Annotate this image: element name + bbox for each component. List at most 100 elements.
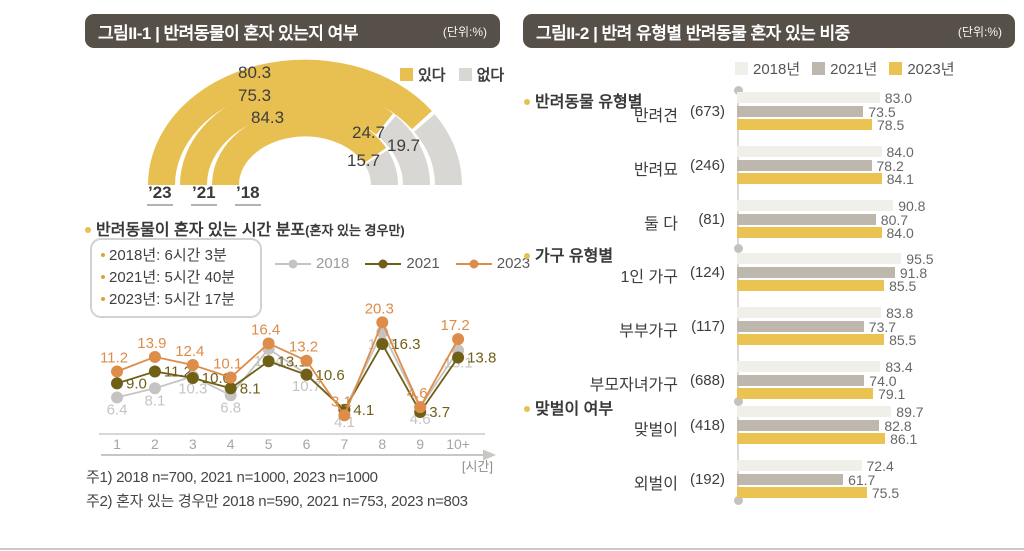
donut-legend-yes-label: 있다 (418, 67, 446, 84)
point-2021-5 (262, 355, 275, 368)
point-label-2018-2: 8.1 (144, 392, 165, 409)
bar-2021년: 73.7 (737, 319, 896, 335)
point-2023-10+ (452, 333, 465, 346)
bar-value: 82.8 (884, 417, 912, 434)
line-legend-2021: 2021 (365, 255, 440, 272)
line-legend-2023-label: 2023 (496, 255, 531, 272)
bar-2023년: 86.1 (737, 431, 917, 447)
point-2021-2 (148, 365, 161, 378)
bar-value: 83.4 (885, 359, 913, 375)
bar-legend-2023-label: 2023년 (907, 61, 955, 78)
swatch-2021-icon (812, 62, 826, 75)
x-tick-label: 4 (227, 436, 235, 452)
point-label-2018-3: 10.3 (178, 380, 207, 397)
x-tick-label: 7 (341, 436, 349, 452)
axis-dot-icon (733, 496, 743, 505)
point-2023-1 (111, 365, 123, 378)
x-tick-label: 3 (189, 436, 197, 452)
donut-arc-yes-1 (180, 84, 393, 186)
avg-line-2018: 2018년: 6시간 3분 (101, 245, 254, 267)
donut-value-no-18: 15.7 (347, 151, 381, 170)
point-icon (469, 259, 479, 268)
donut-year-18: ’18 (235, 183, 261, 206)
row-n-count: (117) (691, 318, 725, 335)
avg-line-2021: 2021년: 5시간 40분 (101, 267, 254, 289)
bar-2018년: 89.7 (737, 404, 924, 420)
donut-arc-yes-0 (148, 59, 432, 186)
point-label-2018-4: 6.8 (220, 399, 241, 416)
line-marker-icon (275, 259, 311, 268)
footnote-1: 주1) 2018 n=700, 2021 n=1000, 2023 n=1000 (86, 469, 378, 486)
bullet-icon (85, 227, 91, 233)
point-2021-1 (111, 377, 123, 390)
line-legend-2021-label: 2021 (406, 255, 440, 272)
bar-row-둘 다: 둘 다 (81) 90.8 80.7 84.0 (523, 198, 1015, 241)
figure-2-header: 그림II-2 | 반려 유형별 반려동물 혼자 있는 비중 (단위:%) (523, 14, 1015, 48)
figure-1-panel: 그림II-1 | 반려동물이 혼자 있는지 여부 (단위:%) 있다 없다 80… (85, 14, 530, 544)
bar-2018년: 83.0 (737, 90, 912, 106)
donut-legend-no: 없다 (458, 64, 505, 85)
avg-line-2023: 2023년: 5시간 17분 (101, 289, 254, 311)
bar-value: 83.0 (884, 90, 913, 106)
bar-2021년: 80.7 (737, 212, 908, 228)
donut-legend: 있다 없다 (400, 64, 504, 85)
point-label-2023-8: 20.3 (365, 302, 394, 317)
bar-2021년: 73.5 (737, 104, 896, 120)
point-icon (288, 259, 298, 268)
bar-2018년: 90.8 (737, 198, 925, 214)
average-time-box: 2018년: 6시간 3분 2021년: 5시간 40분 2023년: 5시간 … (90, 238, 262, 318)
point-2023-7 (338, 409, 351, 422)
donut-year-21: ’21 (191, 183, 217, 206)
point-2021-4 (224, 382, 237, 395)
point-label-2021-1: 9.0 (126, 375, 147, 392)
bar-value: 72.4 (866, 458, 894, 474)
no-swatch-icon (458, 68, 472, 81)
swatch-2023-icon (889, 62, 903, 75)
footnote-2: 주2) 혼자 있는 경우만 2018 n=590, 2021 n=753, 20… (86, 493, 468, 510)
row-label: 맞벌이 (633, 422, 678, 439)
point-label-2023-3: 12.4 (175, 343, 204, 360)
row-label: 부모자녀가구 (589, 377, 678, 394)
alone-share-bar-chart: 반려동물 유형별 반려견 (673) 83.0 73.5 78.5 반려묘 (246) 84.0… (523, 14, 1015, 544)
donut-legend-no-label: 없다 (476, 67, 505, 84)
bar-value: 84.0 (886, 225, 914, 241)
section-title-2: 맞벌이 여부 (524, 395, 613, 419)
bar-value: 95.5 (906, 251, 934, 267)
point-label-2021-4: 8.1 (240, 380, 261, 397)
section-title-1: 가구 유형별 (524, 242, 613, 266)
bar-value: 80.7 (880, 211, 909, 228)
yes-swatch-icon (400, 68, 413, 81)
x-tick-label: 9 (416, 436, 424, 452)
donut-arc-no-1 (377, 115, 430, 186)
x-tick-label: 8 (378, 436, 386, 452)
bar-value: 86.1 (890, 431, 918, 447)
bar-value: 73.7 (868, 318, 897, 335)
bar-2018년: 72.4 (737, 458, 894, 474)
bottom-border (0, 548, 1024, 550)
bar-value: 79.1 (878, 386, 906, 402)
row-label: 반려견 (633, 108, 678, 125)
point-2018-2 (148, 382, 161, 395)
dot-icon (101, 275, 105, 279)
figure-2-unit: (단위:%) (957, 24, 1002, 39)
bar-2023년: 84.0 (737, 225, 914, 241)
point-2023-6 (300, 354, 313, 367)
bar-value: 61.7 (848, 471, 876, 488)
bar-2023년: 79.1 (737, 386, 905, 402)
donut-legend-yes: 있다 (400, 64, 446, 85)
dot-icon (101, 253, 105, 257)
bar-2021년: 82.8 (737, 418, 912, 434)
row-n-count: (673) (689, 103, 725, 120)
figure-1-unit: (단위:%) (442, 24, 487, 39)
bar-2018년: 95.5 (737, 251, 934, 267)
point-label-2018-1: 6.4 (107, 401, 128, 418)
bar-2021년: 91.8 (737, 265, 927, 281)
point-2021-10+ (452, 351, 465, 364)
time-distribution-title: 반려동물이 혼자 있는 시간 분포(혼자 있는 경우만) (85, 216, 405, 240)
point-2023-2 (148, 350, 161, 363)
point-2021-6 (300, 368, 313, 381)
line-legend-2018-label: 2018 (316, 255, 350, 272)
bar-row-반려견: 반려견 (673) 83.0 73.5 78.5 (523, 90, 1015, 133)
figure-1-title: 그림II-1 | 반려동물이 혼자 있는지 여부 (98, 23, 358, 43)
bar-value: 89.7 (896, 404, 924, 420)
